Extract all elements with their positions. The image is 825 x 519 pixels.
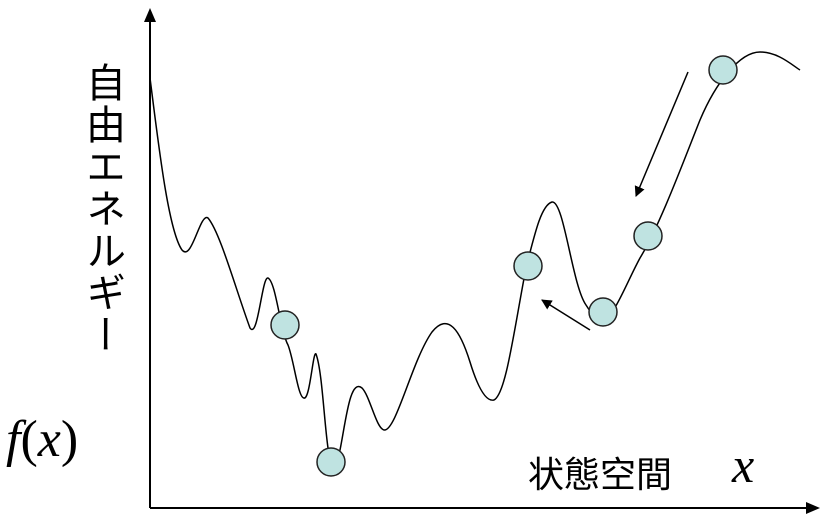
y-axis-arrowhead: [144, 8, 156, 22]
function-open-paren: (: [20, 411, 38, 468]
ball-2: [316, 447, 346, 477]
x-axis-label: 状態空間: [528, 455, 673, 496]
function-variable: x: [37, 411, 61, 468]
function-close-paren: ): [60, 411, 79, 468]
y-axis-label: 自由エネルギー: [79, 62, 125, 356]
function-label: f(x): [6, 410, 78, 469]
arrow-down-right: [634, 71, 689, 197]
x-axis-arrowhead: [806, 502, 820, 514]
ball-1: [270, 310, 300, 340]
function-name: f: [6, 411, 21, 468]
x-axis-variable: x: [732, 437, 755, 493]
ball-3: [513, 251, 543, 281]
ball-5: [633, 221, 663, 251]
ball-4: [588, 297, 618, 327]
energy-curve: [149, 51, 801, 464]
ball-6: [708, 55, 738, 85]
arrow-up-left: [541, 299, 591, 331]
